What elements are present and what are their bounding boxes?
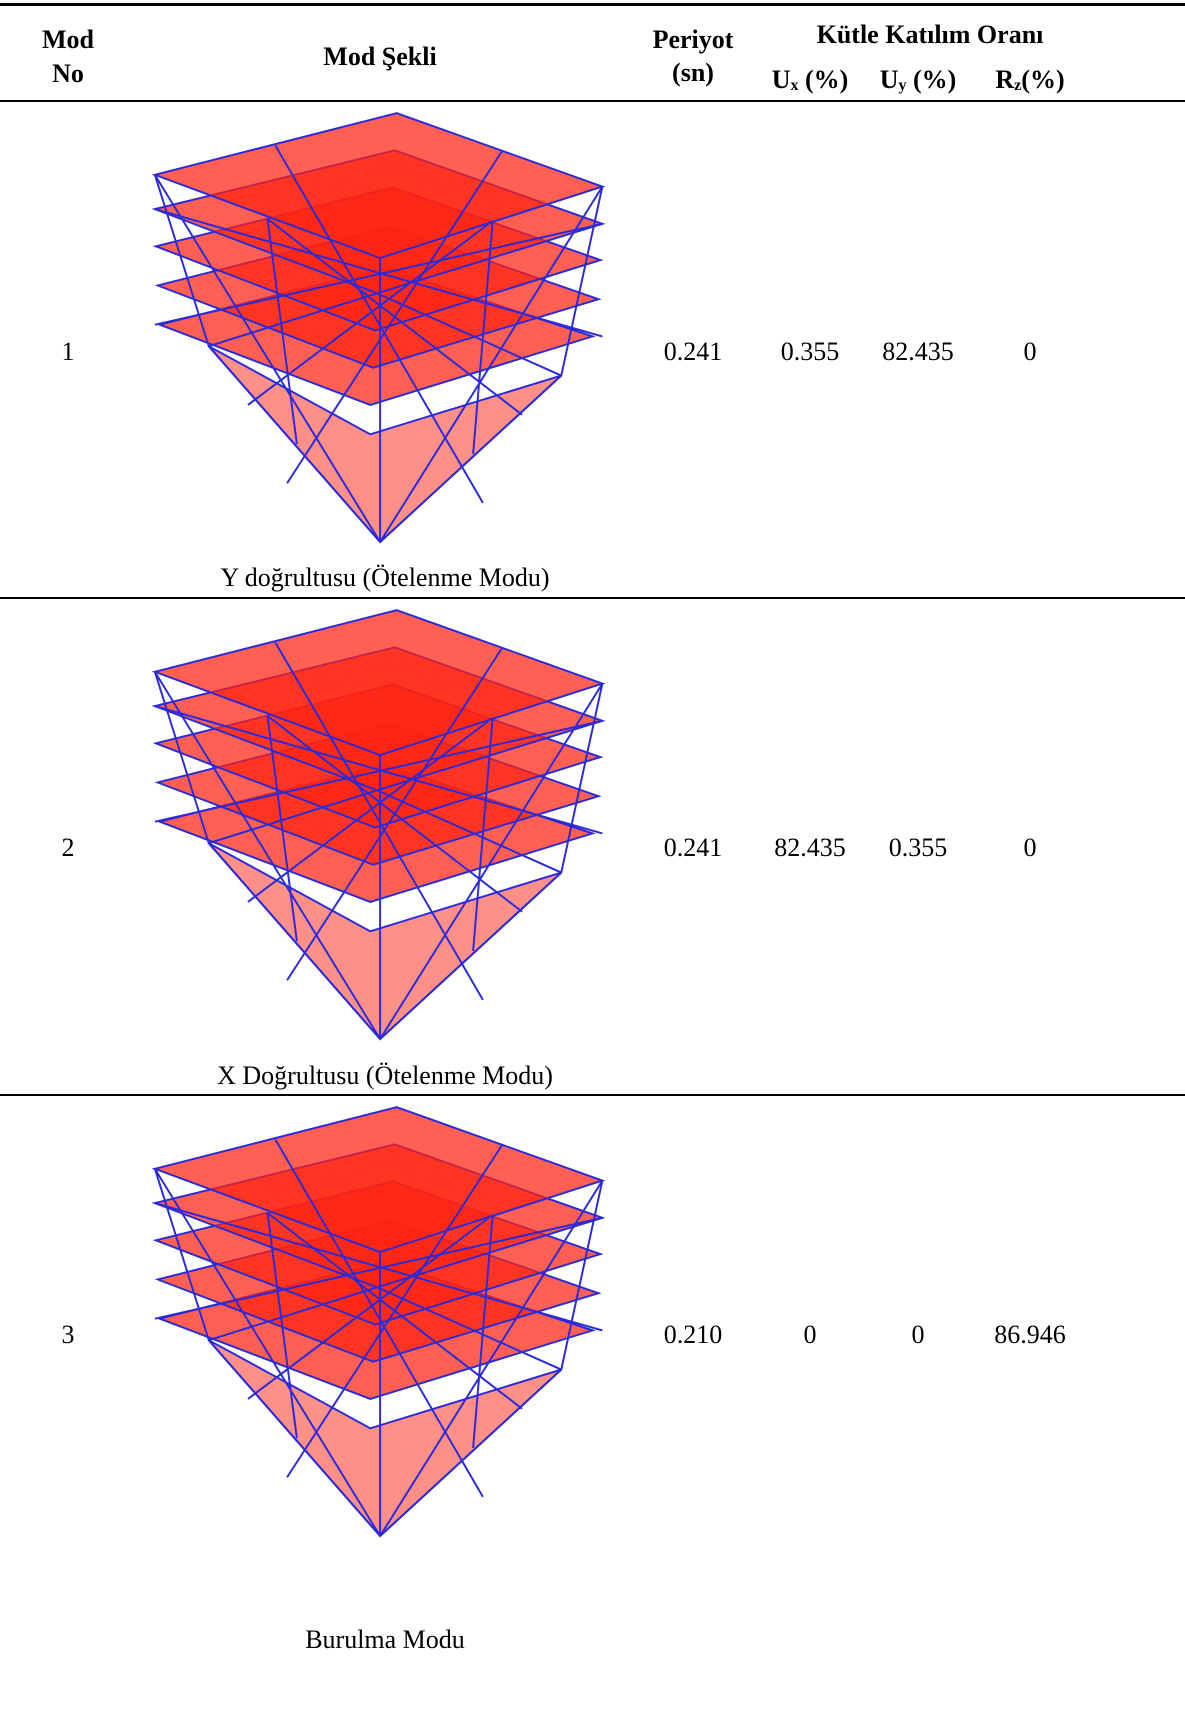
header-part: R — [995, 65, 1015, 94]
period: 0.241 — [663, 337, 723, 366]
column-header: Rz(%) — [995, 65, 1064, 95]
mod-no: 2 — [61, 833, 75, 862]
rule — [0, 597, 1185, 599]
rz: 0 — [1023, 337, 1037, 366]
column-header: Uy (%) — [880, 65, 957, 95]
mode-shape — [153, 112, 604, 544]
period: 0.210 — [663, 1320, 723, 1349]
uy: 0 — [911, 1320, 925, 1349]
ux: 0.355 — [780, 337, 840, 366]
ux: 82.435 — [774, 833, 846, 862]
structure — [153, 609, 604, 1041]
period: 0.241 — [663, 833, 723, 862]
uy: 82.435 — [882, 337, 954, 366]
header: Periyot — [652, 25, 734, 54]
rz: 0 — [1023, 833, 1037, 862]
header-part: (%) — [804, 65, 849, 94]
caption: Y doğrultusu (Ötelenme Modu) — [220, 563, 550, 592]
uy: 0.355 — [888, 833, 948, 862]
structure — [153, 1106, 604, 1538]
top-rule — [0, 3, 1185, 6]
header: Kütle Katılım Oranı — [816, 20, 1044, 49]
mod-no: 3 — [61, 1320, 75, 1349]
header: (sn) — [672, 58, 714, 87]
rule — [0, 1094, 1185, 1096]
header-part: x — [790, 77, 799, 94]
header-part: (%) — [1021, 65, 1065, 94]
header-part: z — [1014, 77, 1022, 94]
header-part: U — [879, 65, 899, 94]
mode-shape — [153, 609, 604, 1041]
ux: 0 — [803, 1320, 817, 1349]
structure — [153, 112, 604, 544]
caption: X Doğrultusu (Ötelenme Modu) — [217, 1061, 553, 1090]
mode-shape — [153, 1106, 604, 1538]
mod-no: 1 — [61, 337, 75, 366]
header: Mod — [42, 25, 94, 54]
header-part: U — [771, 65, 791, 94]
header: Mod Şekli — [323, 42, 437, 71]
rule — [0, 100, 1185, 102]
header-part: (%) — [912, 65, 957, 94]
caption: Burulma Modu — [305, 1625, 465, 1654]
rz: 86.946 — [994, 1320, 1066, 1349]
column-header: Ux (%) — [772, 65, 849, 95]
header: No — [52, 59, 84, 88]
header-part: y — [898, 77, 907, 94]
